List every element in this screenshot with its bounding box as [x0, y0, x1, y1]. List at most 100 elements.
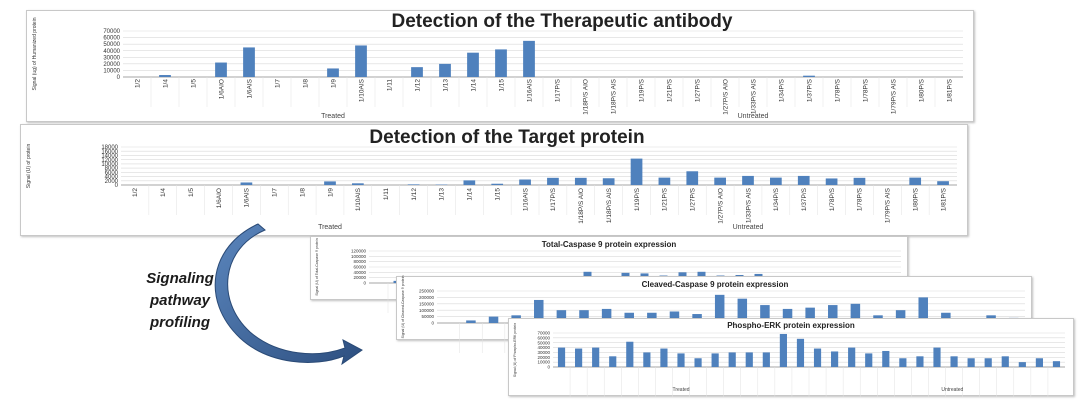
- bar: [850, 303, 861, 323]
- category-label: 1/8: [302, 79, 309, 88]
- category-label: 1/33P/S AIS: [750, 78, 757, 114]
- bar: [694, 358, 702, 367]
- y-tick-label: 10000: [537, 360, 550, 365]
- category-label: 1/10AIS: [358, 78, 365, 102]
- y-tick-label: 200000: [419, 295, 435, 300]
- bar: [737, 298, 748, 323]
- bar: [803, 75, 815, 77]
- bar: [760, 305, 770, 323]
- y-tick-label: 0: [547, 365, 550, 370]
- bar: [647, 312, 657, 323]
- y-tick-label: 20000: [103, 62, 120, 68]
- chart-title: Cleaved-Caspase 9 protein expression: [642, 280, 789, 289]
- y-axis-label: Signal (U) of Total-Caspase 9 protein: [315, 238, 319, 295]
- y-tick-label: 120000: [351, 249, 367, 254]
- category-label: 1/6AIS: [246, 78, 253, 98]
- bar: [324, 181, 336, 185]
- bar: [714, 294, 725, 323]
- category-label: 1/6AIO: [216, 188, 223, 208]
- y-tick-label: 10000: [103, 69, 120, 75]
- y-tick-label: 10000: [101, 162, 118, 168]
- group-label: Treated: [321, 113, 345, 120]
- category-label: 1/27P/S AIO: [717, 188, 724, 224]
- y-tick-label: 50000: [103, 42, 120, 48]
- group-label: Treated: [672, 387, 689, 393]
- category-label: 1/2: [132, 188, 139, 197]
- y-tick-label: 0: [115, 183, 119, 189]
- bar: [159, 75, 171, 77]
- y-tick-label: 4000: [105, 175, 119, 181]
- category-label: 1/78P/S: [829, 187, 836, 211]
- category-label: 1/11: [383, 188, 390, 201]
- bar: [327, 68, 339, 77]
- bar: [355, 45, 367, 77]
- bar: [916, 356, 924, 367]
- y-tick-label: 30000: [537, 350, 550, 355]
- y-axis-label: Signal (U) of Cleaved-Caspase 9 protein: [401, 276, 405, 339]
- bar: [728, 352, 736, 367]
- y-tick-label: 0: [117, 75, 121, 81]
- y-axis-label: Signal (U) of protein: [26, 144, 32, 189]
- bar: [411, 67, 423, 77]
- bar: [796, 338, 805, 367]
- category-label: 1/80P/S: [912, 187, 919, 211]
- bar: [797, 175, 810, 185]
- bar: [556, 310, 567, 323]
- chart-title: Detection of the Therapeutic antibody: [392, 11, 733, 32]
- y-tick-label: 70000: [103, 29, 120, 35]
- bar: [937, 181, 949, 185]
- category-label: 1/2: [134, 79, 141, 88]
- bar: [624, 312, 634, 323]
- category-label: 1/5: [190, 79, 197, 88]
- category-label: 1/37P/S: [806, 78, 813, 102]
- y-tick-label: 14000: [101, 154, 118, 160]
- category-label: 1/19P/S: [634, 187, 641, 211]
- category-label: 1/16AIS: [526, 78, 533, 102]
- category-label: 1/13: [439, 188, 446, 201]
- bar: [711, 353, 719, 367]
- y-tick-label: 250000: [419, 289, 435, 294]
- bar: [575, 348, 583, 367]
- category-label: 1/18P/S AIS: [610, 78, 617, 114]
- bar: [745, 352, 753, 367]
- bar: [825, 178, 838, 185]
- bar: [523, 40, 535, 77]
- y-tick-label: 2000: [105, 179, 119, 185]
- bar: [495, 49, 507, 77]
- bar: [592, 347, 600, 367]
- bar: [240, 182, 253, 185]
- bar: [626, 341, 634, 367]
- y-tick-label: 50000: [537, 340, 550, 345]
- y-tick-label: 30000: [103, 55, 120, 61]
- caption-line-3: profiling: [150, 314, 210, 331]
- bar: [601, 308, 612, 323]
- group-label: Untreated: [733, 224, 764, 231]
- bar: [466, 320, 476, 323]
- category-label: 1/14: [470, 79, 477, 92]
- chart-title: Detection of the Target protein: [369, 127, 644, 148]
- bar: [574, 177, 587, 185]
- y-tick-label: 12000: [101, 158, 118, 164]
- bar: [714, 177, 726, 185]
- category-label: 1/9: [327, 188, 334, 197]
- bar: [865, 353, 873, 367]
- bar: [941, 312, 951, 323]
- category-label: 1/14: [467, 188, 474, 201]
- category-label: 1/34P/S: [773, 187, 780, 211]
- category-label: 1/13: [442, 79, 449, 92]
- bar: [609, 356, 617, 367]
- bar: [950, 356, 958, 367]
- bar: [933, 347, 941, 367]
- bar: [643, 352, 651, 367]
- chart-title: Phospho-ERK protein expression: [727, 321, 855, 330]
- group-label: Treated: [318, 224, 342, 231]
- category-label: 1/78P/S: [834, 78, 841, 102]
- y-tick-label: 0: [431, 321, 434, 326]
- category-label: 1/79P/S AIS: [885, 187, 892, 223]
- category-label: 1/21P/S: [662, 187, 669, 211]
- category-label: 1/81P/S: [940, 187, 947, 211]
- group-label: Untreated: [941, 387, 963, 393]
- category-label: 1/37P/S: [801, 187, 808, 211]
- bar: [831, 351, 839, 367]
